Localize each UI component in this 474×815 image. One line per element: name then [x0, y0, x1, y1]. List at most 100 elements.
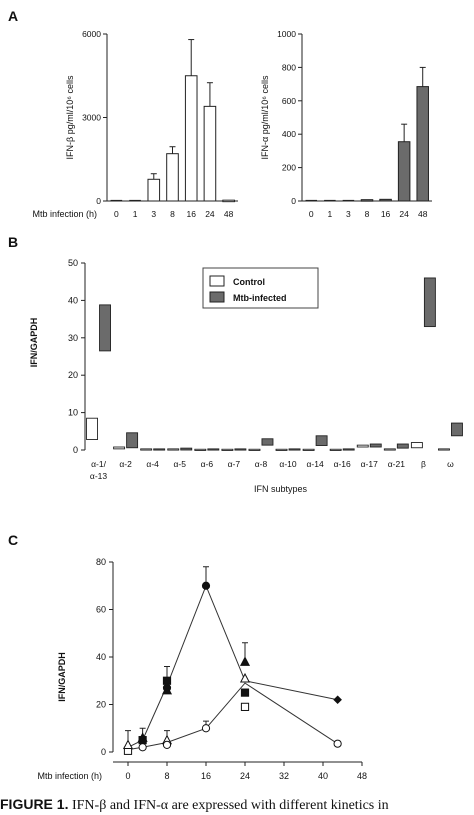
x-tick-label: 8 — [170, 209, 175, 219]
x-tick-label: 16 — [201, 771, 211, 781]
x-tick-label: 32 — [279, 771, 289, 781]
data-point — [240, 688, 250, 697]
panel-label-c: C — [8, 532, 18, 548]
x-tick-label: 8 — [365, 209, 370, 219]
range-bar — [342, 448, 355, 451]
range-bar — [180, 447, 193, 451]
x-tick-label: 24 — [240, 771, 250, 781]
y-tick-label: 0 — [96, 196, 101, 206]
range-bar — [86, 417, 98, 440]
legend-swatch — [209, 275, 225, 287]
chart-a-ifn-beta: 0 3000 6000 0 1 3 8 16 24 48 IFN-β pg/ml/10⁶ cells… — [32, 29, 238, 219]
x-tick-label: α-4 — [146, 459, 159, 469]
range-bar — [329, 448, 342, 451]
legend-swatch — [209, 291, 225, 303]
range-bar — [438, 448, 450, 451]
range-bar — [261, 438, 274, 446]
chart-a-ifn-alpha: 0 200 400 600 800 1000 0 1 3 8 16 24 48 IFN-α pg/ml/1… — [260, 29, 432, 219]
y-tick-label: 40 — [68, 295, 78, 305]
range-bar — [315, 435, 328, 446]
range-bar — [451, 422, 463, 437]
range-bar — [140, 448, 153, 451]
x-tick-label: α-6 — [201, 459, 214, 469]
x-tick-label: 3 — [151, 209, 156, 219]
y-tick-label: 0 — [291, 196, 296, 206]
x-axis-label: Mtb infection (h) — [37, 771, 102, 781]
chart-b-ifn-subtypes: 0 10 20 30 40 50 IFN/GAPDH α-1/α-13 α-2 α-4 α-5 α-6… — [29, 258, 463, 494]
range-bar — [369, 443, 382, 448]
x-tick-label: 48 — [224, 209, 234, 219]
figure-caption: FIGURE 1. IFN-β and IFN-α are expressed … — [0, 796, 474, 815]
x-tick-label: 0 — [125, 771, 130, 781]
bar — [379, 198, 392, 202]
data-point — [333, 739, 342, 748]
x-tick-label: 16 — [186, 209, 196, 219]
data-point — [161, 684, 173, 695]
range-bar — [275, 448, 288, 451]
y-tick-label: 10 — [68, 408, 78, 418]
x-tick-label: α-17 — [361, 459, 378, 469]
range-bar — [248, 448, 261, 451]
range-bar — [302, 448, 315, 451]
x-tick-label: α-16 — [334, 459, 351, 469]
x-tick-label: α-13 — [90, 471, 107, 481]
range-bar — [126, 432, 139, 449]
bar — [397, 141, 411, 202]
x-tick-label: 0 — [309, 209, 314, 219]
range-bar — [221, 448, 234, 451]
range-bar — [167, 448, 180, 451]
panel-label-b: B — [8, 234, 18, 250]
bar — [166, 153, 179, 202]
y-tick-label: 6000 — [82, 29, 101, 39]
y-tick-label: 0 — [101, 747, 106, 757]
x-tick-label: 1 — [327, 209, 332, 219]
y-tick-label: 400 — [282, 129, 296, 139]
data-point — [138, 743, 147, 752]
data-point — [162, 676, 172, 685]
x-tick-label: 48 — [418, 209, 428, 219]
x-tick-label: 0 — [114, 209, 119, 219]
range-bar — [194, 448, 207, 451]
y-tick-label: 600 — [282, 96, 296, 106]
x-tick-label: 3 — [346, 209, 351, 219]
data-point — [122, 739, 134, 749]
range-bar — [288, 448, 301, 451]
data-point — [239, 656, 251, 666]
range-bar — [234, 448, 247, 451]
caption-text: IFN-β and IFN-α are expressed with diffe… — [71, 798, 389, 813]
y-tick-label: 60 — [96, 605, 106, 615]
x-tick-label: α-7 — [228, 459, 241, 469]
y-axis-label: IFN-β pg/ml/10⁶ cells — [65, 75, 75, 159]
x-tick-label: α-1/ — [91, 459, 106, 469]
x-tick-label: α-2 — [119, 459, 132, 469]
x-axis-label: IFN subtypes — [254, 484, 308, 494]
x-tick-label: 24 — [205, 209, 215, 219]
x-tick-label: β — [421, 459, 426, 469]
x-tick-label: ω — [447, 459, 454, 469]
y-tick-label: 800 — [282, 62, 296, 72]
y-axis-label: IFN/GAPDH — [29, 318, 39, 368]
range-bar — [356, 444, 369, 448]
bar — [203, 105, 217, 202]
y-tick-label: 40 — [96, 652, 106, 662]
bar — [416, 86, 429, 202]
x-tick-label: α-21 — [388, 459, 405, 469]
caption-label: FIGURE 1. — [0, 796, 69, 812]
range-bar — [153, 448, 166, 451]
legend-label: Mtb-infected — [233, 293, 287, 303]
x-tick-label: α-8 — [255, 459, 268, 469]
y-tick-label: 20 — [68, 370, 78, 380]
data-point — [333, 695, 342, 705]
data-point — [239, 672, 251, 683]
data-point — [240, 702, 250, 711]
range-bar — [396, 443, 409, 449]
x-tick-label: 48 — [357, 771, 367, 781]
x-tick-label: α-14 — [307, 459, 324, 469]
range-bar — [383, 448, 396, 451]
range-bar — [410, 442, 423, 449]
y-tick-label: 200 — [282, 163, 296, 173]
y-tick-label: 20 — [96, 700, 106, 710]
y-axis-label: IFN/GAPDH — [57, 652, 67, 702]
range-bar — [99, 304, 111, 352]
